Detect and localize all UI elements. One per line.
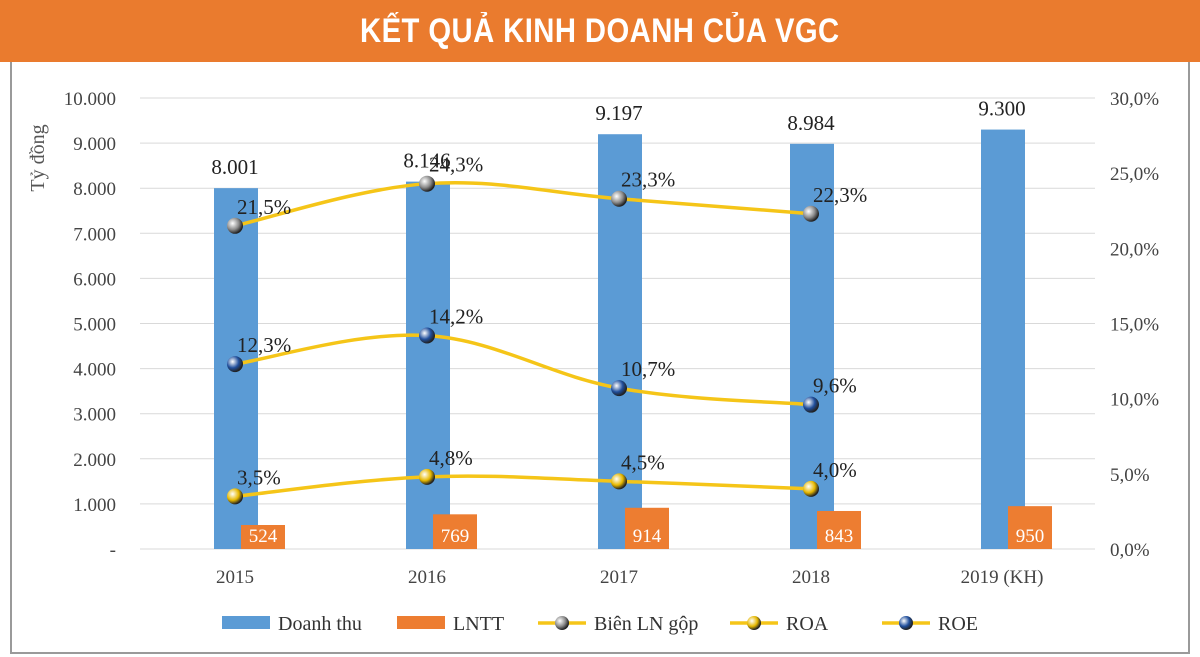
y-tick-label: 3.000 (73, 405, 116, 426)
series-marker (419, 327, 435, 344)
legend-label-line: Biên LN gộp (594, 613, 698, 635)
series-point-label: 4,0% (813, 458, 857, 482)
series-marker (227, 217, 243, 234)
profit-bar-label: 950 (1016, 526, 1045, 547)
legend-swatch-revenue (222, 616, 270, 629)
profit-bar (625, 507, 669, 549)
series-point-label: 9,6% (813, 374, 857, 398)
revenue-bar-label: 9.197 (595, 101, 642, 125)
profit-bar-label: 843 (825, 526, 854, 547)
series-line (234, 180, 812, 228)
y-tick-label: 5.000 (73, 315, 116, 336)
series-point-label: 22,3% (813, 183, 867, 207)
revenue-bar-label: 9.300 (978, 97, 1025, 121)
x-tick-label: 2018 (792, 567, 830, 588)
series-point-label: 21,5% (237, 195, 291, 219)
profit-bar (241, 525, 285, 549)
y2-tick-label: 5,0% (1110, 465, 1150, 486)
series-point-label: 3,5% (237, 465, 281, 489)
series-point-label: 14,2% (429, 305, 483, 329)
series-point-label: 24,3% (429, 153, 483, 177)
revenue-bar-label: 8.984 (787, 111, 835, 135)
series-marker (803, 396, 819, 413)
legend-marker (747, 616, 761, 630)
y-tick-label: 1.000 (73, 495, 116, 516)
series-marker (611, 473, 627, 490)
y-tick-label: 8.000 (73, 179, 116, 200)
x-tick-label: 2015 (216, 567, 254, 588)
series-line (234, 333, 812, 407)
y-tick-label: 6.000 (73, 269, 116, 290)
legend-swatch-profit (397, 616, 445, 629)
profit-bar-label: 524 (249, 526, 278, 547)
series-point-label: 12,3% (237, 333, 291, 357)
y2-tick-label: 20,0% (1110, 239, 1159, 260)
profit-bar-label: 914 (633, 526, 662, 547)
title-banner: KẾT QUẢ KINH DOANH CỦA VGC (0, 0, 1200, 62)
y-tick-label: 4.000 (73, 360, 116, 381)
legend-label-revenue: Doanh thu (278, 613, 362, 635)
legend-label-line: ROA (786, 613, 829, 635)
y2-tick-label: 10,0% (1110, 390, 1159, 411)
legend-marker (899, 616, 913, 630)
y2-tick-label: 30,0% (1110, 89, 1159, 110)
series-marker (611, 380, 627, 397)
x-tick-label: 2019 (KH) (961, 567, 1044, 588)
series-marker (803, 205, 819, 222)
profit-bar (433, 514, 477, 549)
y2-tick-label: 15,0% (1110, 315, 1159, 336)
chart-title: KẾT QUẢ KINH DOANH CỦA VGC (360, 11, 840, 50)
series-marker (803, 480, 819, 497)
legend-label-line: ROE (938, 613, 978, 635)
y-tick-label: - (110, 540, 116, 561)
y-tick-label: 2.000 (73, 450, 116, 471)
x-tick-label: 2016 (408, 567, 446, 588)
series-line (234, 474, 812, 499)
chart-area (10, 62, 1190, 654)
series-marker (611, 190, 627, 207)
revenue-bar (981, 129, 1025, 549)
y2-tick-label: 0,0% (1110, 540, 1150, 561)
y-tick-label: 7.000 (73, 224, 116, 245)
revenue-bar (406, 181, 450, 549)
series-marker (227, 356, 243, 373)
revenue-bar-label: 8.001 (211, 155, 258, 179)
y2-tick-label: 25,0% (1110, 164, 1159, 185)
profit-bar (817, 510, 861, 549)
x-tick-label: 2017 (600, 567, 638, 588)
y-axis-title: Tỷ đồng (27, 124, 49, 191)
series-point-label: 4,8% (429, 446, 473, 470)
series-point-label: 10,7% (621, 357, 675, 381)
profit-bar-label: 769 (441, 526, 470, 547)
legend-label-profit: LNTT (453, 613, 504, 635)
series-marker (419, 468, 435, 485)
series-marker (227, 488, 243, 505)
series-marker (419, 175, 435, 192)
y-tick-label: 9.000 (73, 134, 116, 155)
y-tick-label: 10.000 (64, 89, 116, 110)
series-point-label: 23,3% (621, 168, 675, 192)
legend-marker (555, 616, 569, 630)
profit-bar (1008, 506, 1052, 549)
series-point-label: 4,5% (621, 450, 665, 474)
revenue-bar-label: 8.146 (403, 149, 450, 173)
